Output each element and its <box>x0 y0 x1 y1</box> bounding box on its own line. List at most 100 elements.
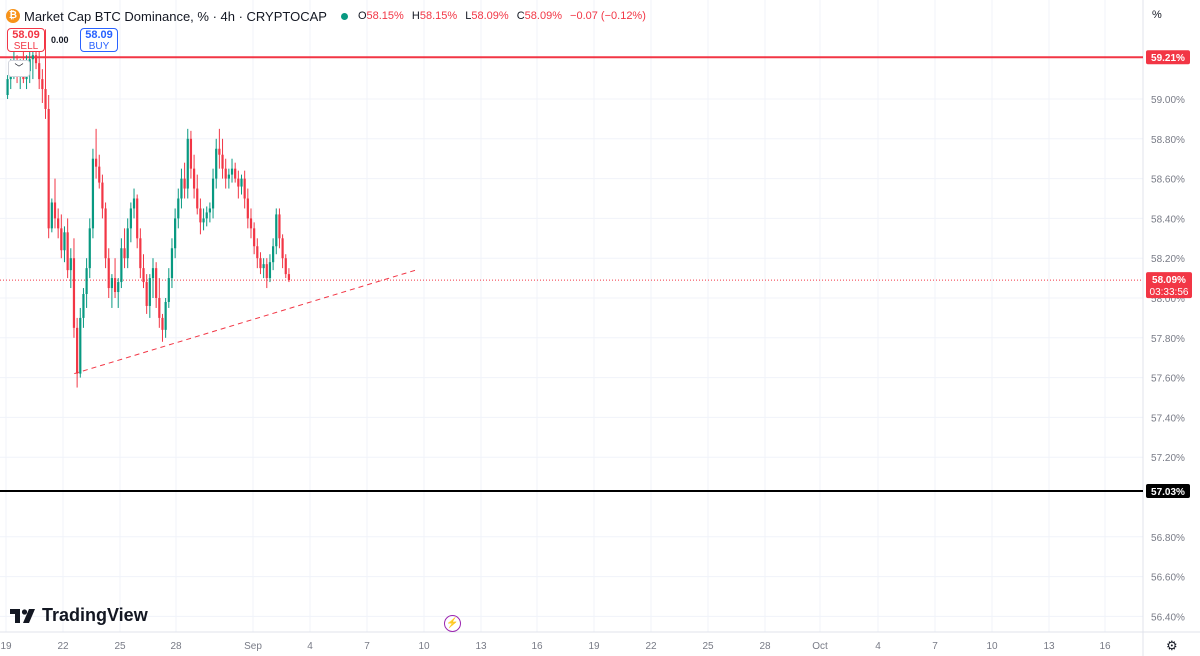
candle-body <box>63 232 66 251</box>
candle-body <box>196 188 199 209</box>
scale-unit-toggle[interactable]: % <box>1152 9 1162 21</box>
candle-body <box>38 63 41 80</box>
time-tick-label: 7 <box>364 641 370 652</box>
candle-body <box>113 278 117 293</box>
time-tick-label: 28 <box>170 641 182 652</box>
candle-body <box>85 268 88 295</box>
current-price-label-bg <box>1146 272 1192 299</box>
time-tick-label: 13 <box>475 641 487 652</box>
time-tick-label: 22 <box>57 641 69 652</box>
candle-body <box>158 298 161 318</box>
tradingview-logo-icon <box>10 608 35 623</box>
time-tick-label: 25 <box>114 641 126 652</box>
price-tick-label: 58.60% <box>1151 175 1185 186</box>
candle-body <box>240 178 243 187</box>
current-price-label: 58.09% <box>1152 275 1186 286</box>
candle-body <box>167 278 170 302</box>
price-tick-label: 57.20% <box>1151 453 1185 464</box>
spread-value: 0.00 <box>51 35 69 45</box>
symbol-legend[interactable]: ₿ Market Cap BTC Dominance, % · 4h · CRY… <box>6 7 651 25</box>
price-tick-label: 56.80% <box>1151 533 1185 544</box>
price-tick-label: 56.40% <box>1151 612 1185 623</box>
market-status-icon <box>340 12 348 20</box>
candle-body <box>72 258 76 328</box>
price-tick-label: 59.00% <box>1151 95 1185 106</box>
candle-body <box>53 202 57 219</box>
bitcoin-icon: ₿ <box>6 9 20 23</box>
candle-body <box>199 208 202 223</box>
candle-body <box>132 198 136 209</box>
candle-body <box>202 218 205 223</box>
candle-body <box>180 178 183 199</box>
candle-body <box>246 198 249 219</box>
candle-body <box>189 138 193 169</box>
price-tick-label: 58.80% <box>1151 135 1185 146</box>
price-line-label: 57.03% <box>1151 487 1185 498</box>
time-tick-label: 16 <box>531 641 543 652</box>
candle-body <box>50 202 53 229</box>
buy-price: 58.09 <box>85 29 113 41</box>
candle-body <box>76 327 79 374</box>
candle-body <box>249 218 253 229</box>
candle-body <box>148 278 151 306</box>
candle-body <box>224 168 227 179</box>
candle-body <box>151 268 155 279</box>
candle-body <box>34 55 38 64</box>
trendline <box>74 269 416 375</box>
sell-button[interactable]: 58.09 SELL <box>7 28 45 52</box>
candle-body <box>107 258 110 289</box>
time-tick-label: 16 <box>1099 641 1111 652</box>
price-tick-label: 57.60% <box>1151 374 1185 385</box>
settings-icon[interactable]: ⚙ <box>1166 638 1178 653</box>
candle-body <box>218 148 221 155</box>
candle-body <box>265 264 268 279</box>
price-line-label-bg <box>1146 484 1190 499</box>
candle-body <box>259 258 262 269</box>
candle-body <box>66 232 69 271</box>
candle-body <box>145 282 148 306</box>
candle-body <box>31 55 34 60</box>
candle-body <box>256 246 259 259</box>
candle-body <box>215 148 218 179</box>
countdown-label: 03:33:56 <box>1150 287 1189 298</box>
candle-body <box>170 248 174 279</box>
candle-body <box>262 264 265 269</box>
time-tick-label: 13 <box>1043 641 1055 652</box>
sell-label: SELL <box>13 41 39 52</box>
candle-body <box>129 208 132 229</box>
candle-body <box>82 294 85 318</box>
time-tick-label: 19 <box>588 641 600 652</box>
candle-body <box>6 79 9 96</box>
time-tick-label: 10 <box>418 641 430 652</box>
close-label: C <box>516 10 525 22</box>
collapse-legend-button[interactable]: ﹀ <box>8 60 30 77</box>
candle-body <box>94 158 98 167</box>
candle-body <box>177 198 180 219</box>
high-value: 58.15% <box>419 10 458 22</box>
price-tick-label: 56.60% <box>1151 573 1185 584</box>
candle-body <box>60 228 63 251</box>
lightning-icon[interactable]: ⚡ <box>444 615 461 632</box>
buy-button[interactable]: 58.09 BUY <box>80 28 118 52</box>
time-tick-label: 4 <box>307 641 313 652</box>
candle-body <box>110 278 114 289</box>
time-tick-label: 25 <box>702 641 714 652</box>
candle-body <box>287 274 291 281</box>
symbol-title[interactable]: Market Cap BTC Dominance, % · 4h · CRYPT… <box>24 8 327 24</box>
candle-body <box>268 262 272 279</box>
candle-body <box>142 268 145 283</box>
candle-body <box>208 208 211 213</box>
tradingview-logo: TradingView <box>10 605 148 626</box>
candle-body <box>186 138 189 189</box>
candle-body <box>205 212 208 219</box>
candle-body <box>69 258 72 271</box>
candle-body <box>136 198 139 239</box>
candle-body <box>221 154 224 169</box>
candle-body <box>126 228 129 259</box>
candle-body <box>253 228 256 247</box>
candle-body <box>227 174 230 179</box>
ohlc-values: O58.15% H58.15% L58.09% C58.09% −0.07 (−… <box>358 10 651 22</box>
open-label: O <box>357 10 367 22</box>
